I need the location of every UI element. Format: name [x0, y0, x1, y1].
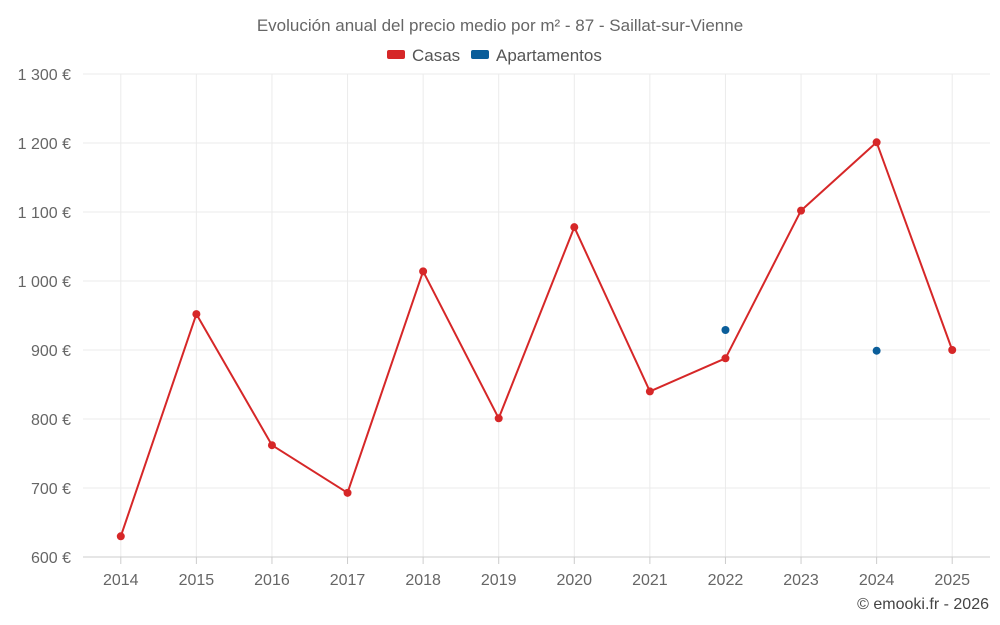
legend-swatch-apartamentos [471, 50, 489, 59]
chart-title: Evolución anual del precio medio por m² … [257, 16, 743, 35]
x-tick-label: 2023 [783, 572, 819, 589]
series-lines [119, 141, 954, 537]
y-tick-label: 1 000 € [18, 274, 71, 291]
y-tick-label: 900 € [31, 343, 71, 360]
data-point-casas[interactable] [343, 488, 352, 497]
y-tick-label: 1 100 € [18, 205, 71, 222]
x-axis-ticks: 2014 2015 2016 2017 2018 2019 2020 2021 2022 2023… [103, 557, 970, 589]
x-tick-label: 2017 [330, 572, 366, 589]
data-point-apartamentos[interactable] [872, 346, 881, 355]
series-line-casas [119, 141, 954, 537]
x-tick-label: 2019 [481, 572, 517, 589]
data-point-casas[interactable] [192, 310, 201, 319]
y-tick-label: 800 € [31, 412, 71, 429]
x-tick-label: 2025 [934, 572, 970, 589]
y-tick-label: 600 € [31, 550, 71, 567]
x-tick-label: 2014 [103, 572, 139, 589]
credit-text: © emooki.fr - 2026 [857, 596, 989, 613]
x-tick-label: 2015 [179, 572, 215, 589]
data-point-apartamentos[interactable] [721, 325, 730, 334]
series-points [116, 138, 957, 541]
legend-item-casas[interactable]: Casas [387, 46, 460, 65]
legend-label-apartamentos: Apartamentos [496, 46, 602, 65]
legend-label-casas: Casas [412, 46, 460, 65]
y-tick-label: 1 300 € [18, 67, 71, 84]
y-tick-label: 700 € [31, 481, 71, 498]
y-tick-label: 1 200 € [18, 136, 71, 153]
data-point-casas[interactable] [948, 346, 957, 354]
data-point-casas[interactable] [267, 441, 276, 450]
data-point-casas[interactable] [797, 206, 806, 215]
x-tick-label: 2020 [556, 572, 592, 589]
y-axis-ticks: 600 € 700 € 800 € 900 € 1 000 € 1 100 € 1 200 … [18, 67, 71, 567]
grid [83, 73, 990, 558]
data-point-casas[interactable] [721, 354, 730, 363]
x-tick-label: 2024 [859, 572, 895, 589]
legend-swatch-casas [387, 50, 405, 59]
x-tick-label: 2018 [405, 572, 441, 589]
data-point-casas[interactable] [116, 532, 125, 541]
data-point-casas[interactable] [494, 414, 503, 423]
x-tick-label: 2016 [254, 572, 290, 589]
data-point-casas[interactable] [419, 267, 428, 276]
x-tick-label: 2021 [632, 572, 668, 589]
data-point-casas[interactable] [872, 138, 881, 147]
legend-item-apartamentos[interactable]: Apartamentos [471, 46, 602, 65]
data-point-casas[interactable] [645, 387, 654, 396]
legend: Casas Apartamentos [387, 46, 602, 65]
data-point-casas[interactable] [570, 223, 579, 232]
x-tick-label: 2022 [708, 572, 744, 589]
